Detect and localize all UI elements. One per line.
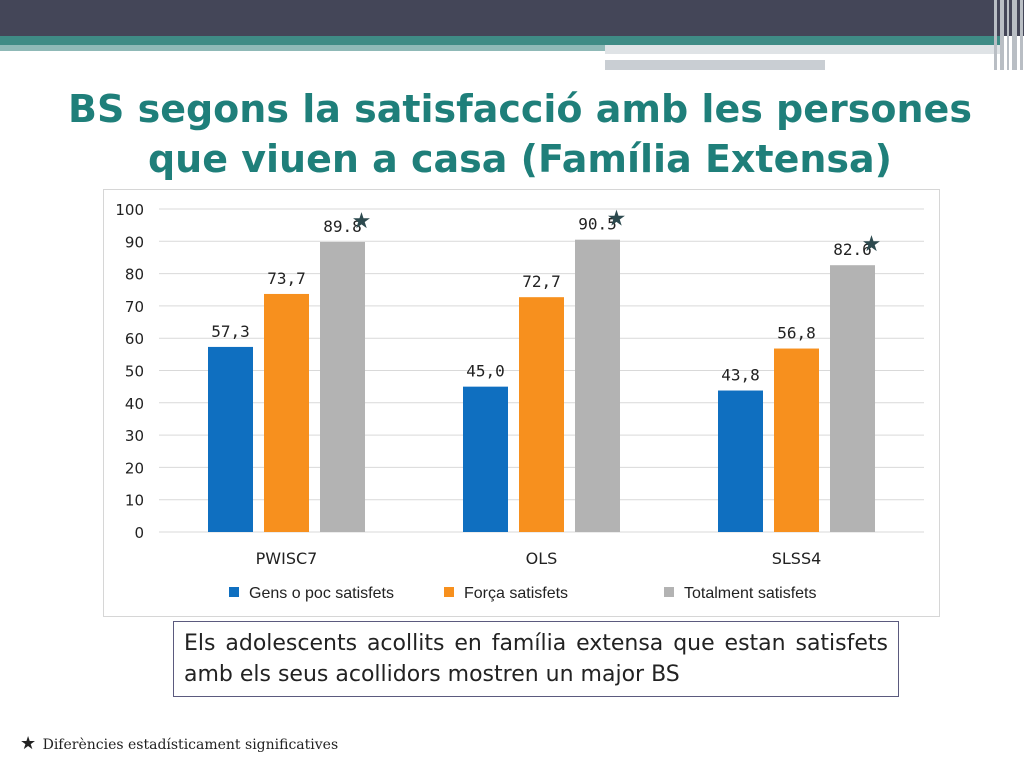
decor-stripe xyxy=(0,36,1000,45)
legend-label: Totalment satisfets xyxy=(684,585,817,602)
y-tick-label: 50 xyxy=(125,363,144,381)
legend-label: Gens o poc satisfets xyxy=(249,585,394,602)
significance-star-icon: ★ xyxy=(607,207,627,232)
y-tick-label: 70 xyxy=(125,298,144,316)
data-label: 43,8 xyxy=(721,366,760,385)
x-tick-label: PWISC7 xyxy=(256,549,318,568)
y-tick-label: 30 xyxy=(125,427,144,445)
data-label: 72,7 xyxy=(522,272,561,291)
legend-swatch xyxy=(444,587,454,597)
y-tick-label: 90 xyxy=(125,233,144,251)
decor-stripe xyxy=(605,45,1000,54)
y-tick-label: 80 xyxy=(125,266,144,284)
decor-stripe xyxy=(0,45,605,51)
bar xyxy=(519,297,564,532)
conclusion-box: Els adolescents acollits en família exte… xyxy=(173,621,899,697)
footnote-text: Diferències estadísticament significativ… xyxy=(42,737,339,753)
bar xyxy=(208,346,253,532)
significance-star-icon: ★ xyxy=(352,209,372,234)
y-tick-label: 0 xyxy=(134,524,144,542)
chart-area: 0 10 20 30 40 50 60 70 80 90 100 57,3 73,7 89.8 ★ PWISC… xyxy=(103,189,940,617)
y-tick-label: 40 xyxy=(125,395,144,413)
legend-swatch xyxy=(229,587,239,597)
bar xyxy=(575,239,620,532)
bar xyxy=(830,265,875,532)
star-icon: ★ xyxy=(20,733,37,754)
data-label: 89.8 xyxy=(323,217,362,236)
bar xyxy=(264,293,309,532)
y-tick-label: 20 xyxy=(125,459,144,477)
data-label: 45,0 xyxy=(466,362,505,381)
bar xyxy=(718,390,763,532)
top-banner xyxy=(0,0,1024,36)
decor-vertical-stripes xyxy=(992,0,1024,70)
x-tick-label: OLS xyxy=(526,549,558,568)
significance-star-icon: ★ xyxy=(862,232,882,257)
data-label: 56,8 xyxy=(777,324,816,343)
data-label: 82.6 xyxy=(833,240,872,259)
data-label: 73,7 xyxy=(267,269,306,288)
x-tick-label: SLSS4 xyxy=(772,549,822,568)
data-label: 57,3 xyxy=(211,322,250,341)
title-line-1: BS segons la satisfacció amb les persone… xyxy=(68,87,972,131)
data-label: 90.5 xyxy=(578,215,617,234)
bar-chart: 010203040506070809010057,373,789.8★PWISC… xyxy=(115,201,924,602)
footnote: ★ Diferències estadísticament significat… xyxy=(20,733,338,754)
title-line-2: que viuen a casa (Família Extensa) xyxy=(147,137,893,181)
y-tick-label: 10 xyxy=(125,492,144,510)
y-tick-label: 100 xyxy=(115,201,144,219)
legend-label: Força satisfets xyxy=(464,585,568,602)
bar xyxy=(320,241,365,533)
bar xyxy=(774,348,819,532)
legend-swatch xyxy=(664,587,674,597)
bar xyxy=(463,386,508,532)
slide-title: BS segons la satisfacció amb les persone… xyxy=(40,84,1000,184)
decor-stripe xyxy=(605,60,825,70)
y-tick-label: 60 xyxy=(125,330,144,348)
conclusion-text: Els adolescents acollits en família exte… xyxy=(184,631,888,687)
